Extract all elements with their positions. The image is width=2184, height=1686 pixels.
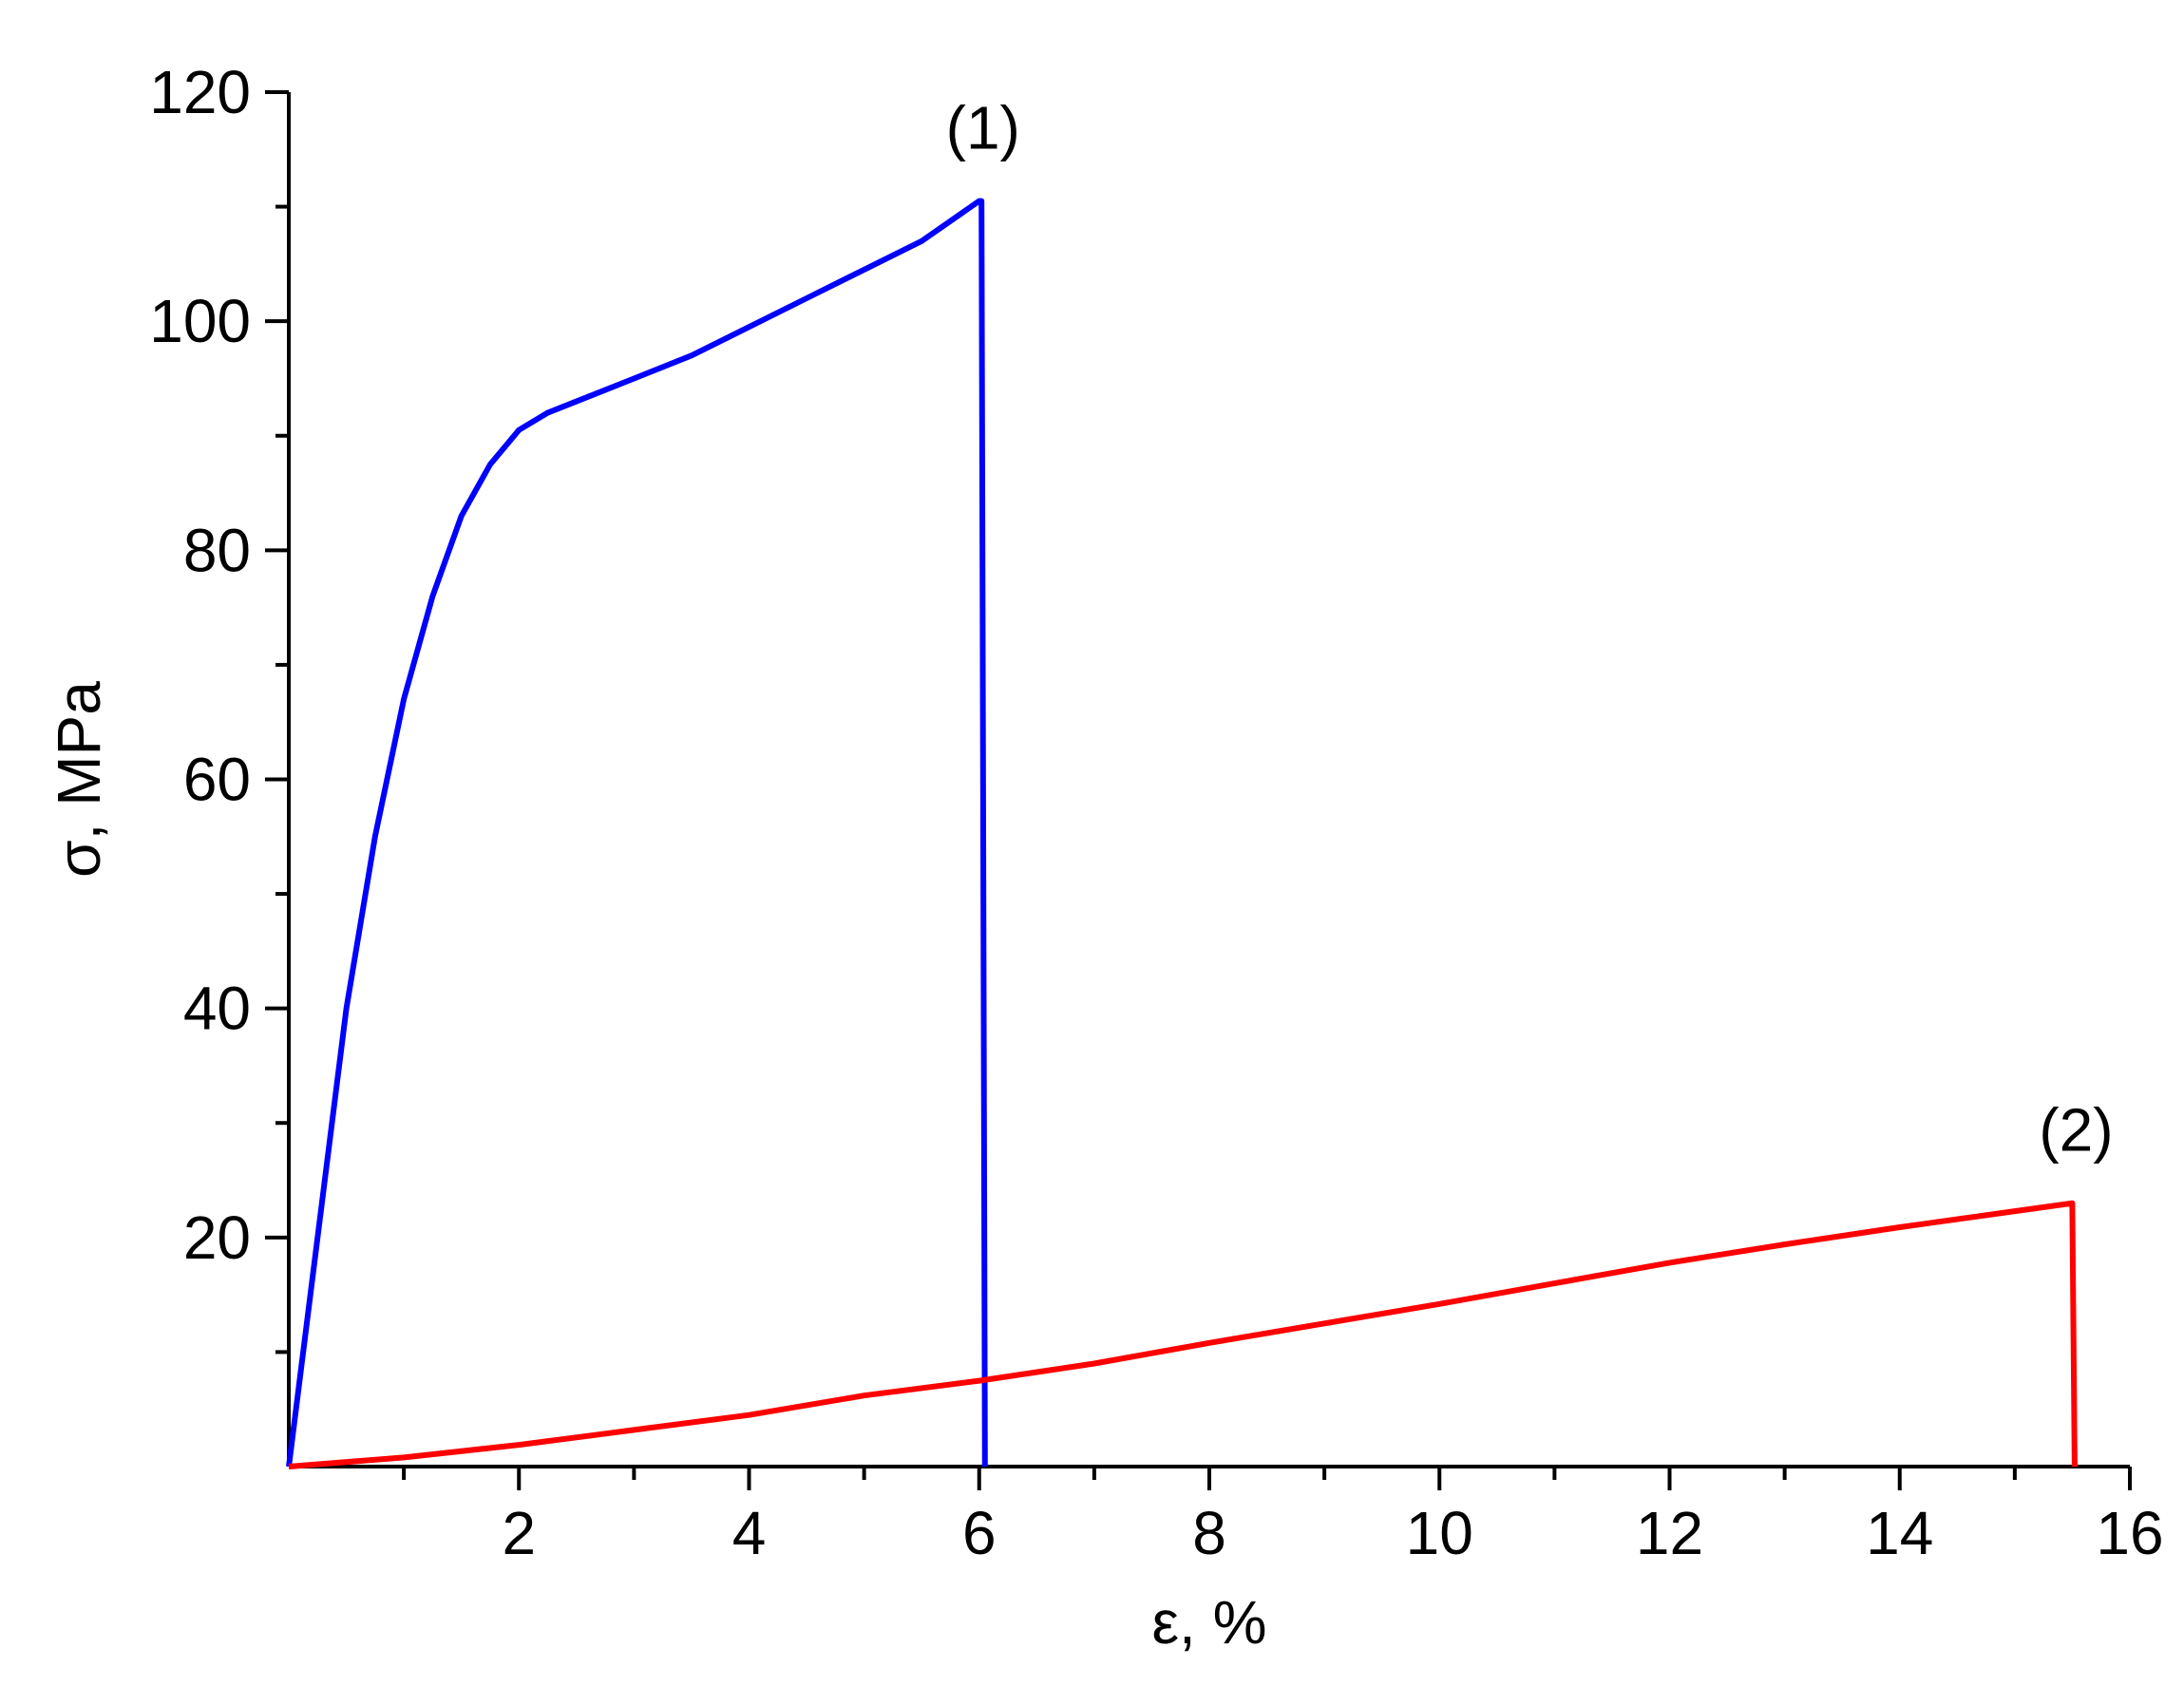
y-tick-label: 120 bbox=[149, 58, 251, 126]
x-tick-label: 14 bbox=[1866, 1499, 1933, 1567]
curve-label-2: (2) bbox=[2039, 1096, 2113, 1165]
y-axis-label: σ, MPa bbox=[45, 681, 113, 878]
y-tick-label: 40 bbox=[183, 975, 251, 1043]
x-tick-label: 16 bbox=[2096, 1499, 2163, 1567]
y-tick-label: 20 bbox=[183, 1203, 251, 1272]
y-tick-label: 80 bbox=[183, 516, 251, 584]
series-1-line bbox=[286, 198, 988, 1468]
y-tick-label: 100 bbox=[149, 287, 251, 355]
x-tick-label: 8 bbox=[1192, 1499, 1226, 1567]
y-tick-label: 60 bbox=[183, 746, 251, 814]
x-tick-label: 2 bbox=[502, 1499, 536, 1567]
series-2-line bbox=[288, 1200, 2078, 1469]
x-tick-label: 10 bbox=[1406, 1499, 1473, 1567]
x-tick-label: 12 bbox=[1636, 1499, 1703, 1567]
x-tick-label: 6 bbox=[962, 1499, 997, 1567]
x-tick-label: 4 bbox=[732, 1499, 767, 1567]
curve-label-1: (1) bbox=[946, 94, 1020, 162]
x-axis-label: ε, % bbox=[1152, 1588, 1267, 1657]
